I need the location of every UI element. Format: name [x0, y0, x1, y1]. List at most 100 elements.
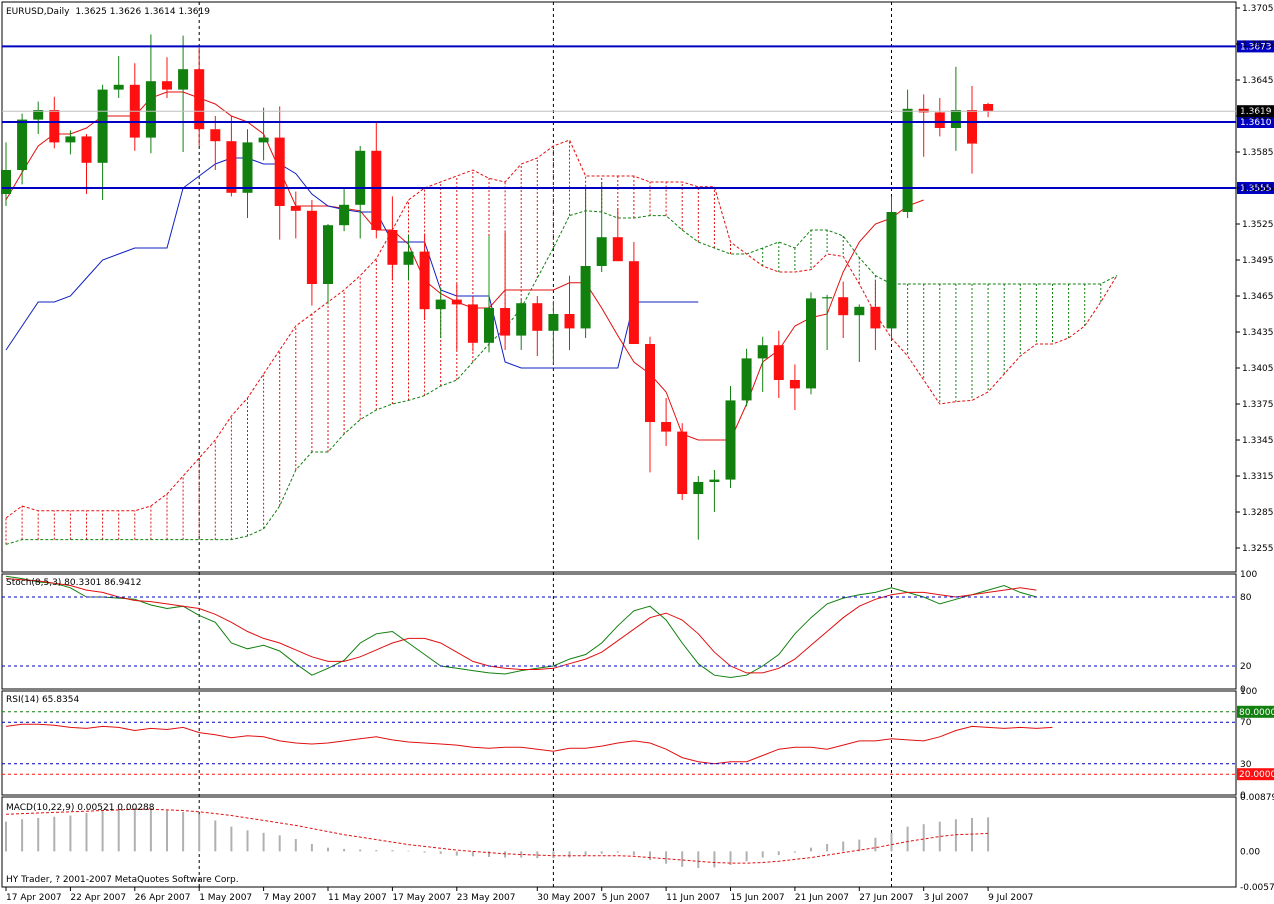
date-tick-label: 1 May 2007 [199, 893, 252, 903]
candle-body [709, 479, 720, 482]
candle-body [290, 206, 301, 211]
cloud-span-a [5, 210, 1118, 545]
period-separators [198, 2, 892, 887]
candle-body [596, 237, 607, 266]
stoch-signal-line [5, 578, 1037, 674]
date-tick-label: 17 May 2007 [392, 893, 451, 903]
candle-body [145, 81, 156, 138]
axes-labels: 1.3705 1.3675 1.3645 1.3615 1.3585 1.3555 1.35… [5, 4, 1274, 903]
copyright-text: HY Trader, ? 2001-2007 MetaQuotes Softwa… [6, 875, 239, 885]
candle-body [612, 237, 623, 262]
macd-signal-line [5, 808, 989, 864]
rsi-level-badge-bg [1237, 705, 1274, 718]
candle-body [548, 314, 559, 331]
candle-body [178, 69, 189, 90]
indicator-lines [5, 91, 924, 441]
candle-body [484, 308, 494, 343]
candle-body [806, 298, 816, 389]
rsi-level-badge: 20.0000 [1239, 770, 1274, 780]
candle-body [97, 89, 108, 163]
price-tick-label: 1.3525 [1242, 220, 1274, 230]
candle-body [162, 81, 172, 90]
sub-axis-label: 100 [1240, 570, 1257, 580]
ichimoku-cloud [5, 139, 1118, 545]
sub-axis-label: 0 [1240, 791, 1246, 801]
tenkan-sen-line [5, 91, 924, 441]
candle-body [580, 266, 591, 329]
sub-axis-label: 30 [1240, 760, 1252, 770]
candle-body [934, 112, 945, 128]
date-tick-label: 3 Jul 2007 [924, 893, 969, 903]
level-label-bg [1237, 116, 1274, 128]
candle-body [306, 210, 317, 284]
candle-body [886, 212, 897, 329]
price-tick-label: 1.3405 [1242, 364, 1274, 374]
candle-body [242, 142, 253, 193]
date-tick-label: 27 Jun 2007 [859, 893, 913, 903]
candle-body [902, 108, 913, 212]
current-price-label-bg [1237, 105, 1274, 118]
kijun-sen-line [5, 157, 699, 369]
cloud-span-b [5, 139, 1118, 519]
date-tick-label: 21 Jun 2007 [795, 893, 849, 903]
candle-body [983, 104, 994, 112]
panel-frame-rsi [1, 690, 1237, 796]
candle-body [661, 422, 672, 432]
price-tick-label: 1.3555 [1242, 184, 1274, 194]
stoch-main-line [5, 575, 1037, 679]
candle-body [467, 304, 478, 343]
candle-body [49, 110, 60, 143]
candle-body [33, 110, 44, 120]
date-tick-label: 11 May 2007 [328, 893, 387, 903]
price-tick-label: 1.3585 [1242, 148, 1274, 158]
sub-indicators: 80.0000 20.0000 [2, 575, 1274, 869]
candle-body [645, 344, 655, 422]
candle-body [516, 303, 527, 336]
candle-body [451, 299, 462, 305]
candle-body [950, 110, 961, 128]
date-tick-label: 11 Jun 2007 [666, 893, 720, 903]
candle-body [838, 297, 849, 316]
level-label: 1.3673 [1240, 42, 1272, 52]
chart-header-title: EURUSD,Daily 1.3625 1.3626 1.3614 1.3619 [6, 7, 210, 17]
candle-body [789, 380, 800, 389]
level-label-bg [1237, 40, 1274, 53]
candle-body [339, 204, 350, 226]
candle-body [725, 400, 736, 480]
candle-body [323, 225, 333, 284]
candle-body [822, 297, 833, 299]
level-label: 1.3610 [1240, 118, 1272, 128]
candle-body [355, 150, 366, 205]
candle-body [773, 345, 784, 380]
current-price-label: 1.3619 [1240, 107, 1272, 117]
sub-axis-label: 0 [1240, 685, 1246, 695]
level-label: 1.3555 [1240, 184, 1272, 194]
candle-body [918, 108, 929, 113]
candle-body [435, 299, 446, 310]
candle-body [226, 141, 237, 193]
price-tick-label: 1.3345 [1242, 436, 1274, 446]
stoch-title: Stoch(8,5,3) 80.3301 86.9412 [6, 578, 141, 588]
horizontal-levels[interactable]: 1.3673 1.3610 1.3555 1.3619 [2, 40, 1274, 194]
candle-body [17, 119, 28, 170]
date-tick-label: 9 Jul 2007 [988, 893, 1033, 903]
price-tick-label: 1.3465 [1242, 292, 1274, 302]
candles[interactable] [1, 34, 994, 540]
date-tick-label: 17 Apr 2007 [6, 893, 62, 903]
sub-axis-label: 100 [1240, 687, 1257, 697]
price-tick-label: 1.3705 [1242, 4, 1274, 14]
candle-body [403, 251, 414, 265]
date-tick-label: 7 May 2007 [264, 893, 317, 903]
candle-body [757, 345, 768, 359]
price-tick-label: 1.3615 [1242, 112, 1274, 122]
price-tick-label: 1.3675 [1242, 40, 1274, 50]
panel-frame-main [1, 1, 1237, 573]
price-tick-label: 1.3255 [1242, 544, 1274, 554]
rsi-line [5, 723, 1053, 765]
rsi-level-badge: 80.0000 [1239, 708, 1274, 718]
sub-axis-label: 20 [1240, 662, 1252, 672]
panel-frames [1, 1, 1237, 888]
price-tick-label: 1.3495 [1242, 256, 1274, 266]
candle-body [870, 306, 881, 329]
